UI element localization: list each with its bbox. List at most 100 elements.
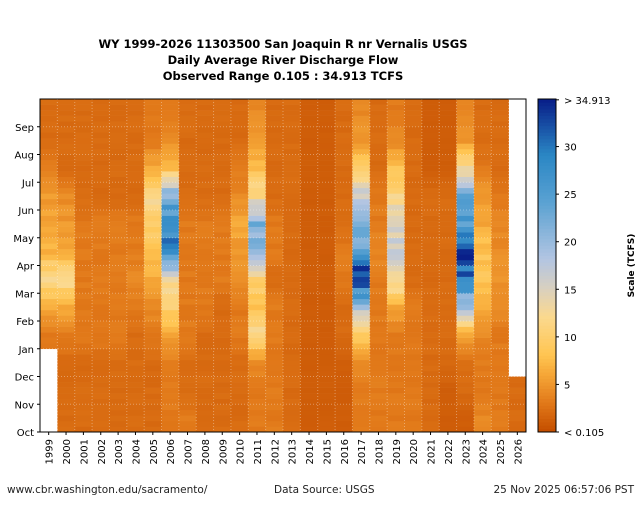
heatmap-cell xyxy=(404,337,423,344)
heatmap-cell xyxy=(74,171,93,177)
heatmap-cell xyxy=(213,404,232,411)
heatmap-cell xyxy=(439,187,457,194)
heatmap-cell xyxy=(283,154,301,161)
heatmap-cell xyxy=(178,387,197,394)
heatmap-cell xyxy=(57,298,76,305)
heatmap-cell xyxy=(265,182,284,189)
heatmap-cell xyxy=(178,237,197,244)
x-tick-label: 2019 xyxy=(392,439,403,464)
heatmap-cell xyxy=(265,243,284,250)
heatmap-cell xyxy=(456,210,475,216)
heatmap-cell xyxy=(178,326,197,333)
heatmap-cell xyxy=(335,370,353,377)
heatmap-cell xyxy=(40,232,58,239)
heatmap-cell xyxy=(196,104,214,111)
heatmap-cell xyxy=(283,115,301,122)
colorbar-segment xyxy=(538,355,556,360)
footer-url[interactable]: www.cbr.washington.edu/sacramento/ xyxy=(7,484,208,496)
heatmap-cell xyxy=(178,343,197,350)
heatmap-cell xyxy=(317,348,336,355)
heatmap-cell xyxy=(144,321,162,327)
heatmap-cell xyxy=(352,309,371,316)
heatmap-cell xyxy=(283,243,301,250)
heatmap-cell xyxy=(144,132,162,139)
heatmap-cell xyxy=(265,332,284,338)
heatmap-cell xyxy=(283,287,301,294)
heatmap-cell xyxy=(387,359,405,366)
heatmap-cell xyxy=(57,254,76,261)
heatmap-cell xyxy=(178,243,197,250)
heatmap-cell xyxy=(40,254,58,261)
heatmap-cell xyxy=(352,215,371,222)
heatmap-cell xyxy=(196,143,214,150)
heatmap-cell xyxy=(369,182,388,189)
heatmap-cell xyxy=(57,165,76,172)
heatmap-cell xyxy=(404,221,423,227)
heatmap-cell xyxy=(57,132,76,139)
heatmap-cell xyxy=(439,160,457,166)
heatmap-cell xyxy=(404,376,423,383)
heatmap-cell xyxy=(404,137,423,144)
heatmap-cell xyxy=(92,420,110,427)
colorbar-segment xyxy=(538,375,556,380)
heatmap-cell xyxy=(456,115,475,122)
heatmap-cell xyxy=(317,326,336,333)
heatmap-cell xyxy=(300,398,319,405)
heatmap-cell xyxy=(473,254,492,261)
heatmap-cell xyxy=(40,248,58,255)
heatmap-cell xyxy=(369,221,388,227)
heatmap-cell xyxy=(74,99,93,105)
heatmap-cell xyxy=(57,137,76,144)
heatmap-cell xyxy=(213,187,232,194)
y-tick-label: Aug xyxy=(14,151,34,162)
heatmap-cell xyxy=(456,226,475,233)
heatmap-cell xyxy=(335,376,353,383)
heatmap-cell xyxy=(248,171,266,177)
heatmap-cell xyxy=(178,409,197,416)
heatmap-cell xyxy=(213,393,232,399)
heatmap-cell xyxy=(456,348,475,355)
heatmap-cell xyxy=(317,398,336,405)
heatmap-cell xyxy=(230,359,249,366)
heatmap-cell xyxy=(335,426,353,433)
heatmap-cell xyxy=(439,171,457,177)
heatmap-cell xyxy=(369,232,388,239)
heatmap-cell xyxy=(40,154,58,161)
heatmap-cell xyxy=(248,204,266,211)
heatmap-cell xyxy=(161,121,180,128)
heatmap-cell xyxy=(109,282,128,288)
heatmap-cell xyxy=(352,182,371,189)
heatmap-cell xyxy=(473,365,492,372)
heatmap-cell xyxy=(126,232,145,239)
heatmap-cell xyxy=(248,376,266,383)
heatmap-cell xyxy=(369,326,388,333)
heatmap-cell xyxy=(213,359,232,366)
heatmap-cell xyxy=(335,359,353,366)
heatmap-cell xyxy=(144,337,162,344)
heatmap-cell xyxy=(317,160,336,166)
heatmap-cell xyxy=(230,348,249,355)
colorbar-frame xyxy=(537,98,557,433)
heatmap-cell xyxy=(421,221,440,227)
heatmap-cell xyxy=(248,420,266,427)
heatmap-cell xyxy=(352,254,371,261)
heatmap-cell xyxy=(439,99,457,105)
heatmap-cell xyxy=(317,337,336,344)
x-tick-label: 2000 xyxy=(62,439,73,464)
heatmap-cell xyxy=(126,126,145,133)
heatmap-cell xyxy=(74,376,93,383)
heatmap-cell xyxy=(473,282,492,288)
heatmap-cell xyxy=(404,265,423,272)
heatmap-cell xyxy=(404,182,423,189)
heatmap-cell xyxy=(74,404,93,411)
heatmap-cell xyxy=(335,132,353,139)
heatmap-cell xyxy=(230,193,249,200)
heatmap-cell xyxy=(491,426,509,433)
heatmap-cell xyxy=(387,293,405,300)
heatmap-cell xyxy=(196,282,214,288)
heatmap-cell xyxy=(144,243,162,250)
heatmap-cell xyxy=(126,337,145,344)
heatmap-cell xyxy=(230,148,249,155)
heatmap-cell xyxy=(283,304,301,311)
heatmap-cell xyxy=(161,243,180,250)
